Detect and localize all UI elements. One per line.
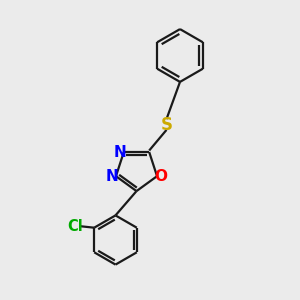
Text: N: N: [113, 145, 126, 160]
Text: N: N: [105, 169, 118, 184]
Text: Cl: Cl: [67, 219, 83, 234]
Text: S: S: [160, 116, 172, 134]
Text: O: O: [155, 169, 168, 184]
